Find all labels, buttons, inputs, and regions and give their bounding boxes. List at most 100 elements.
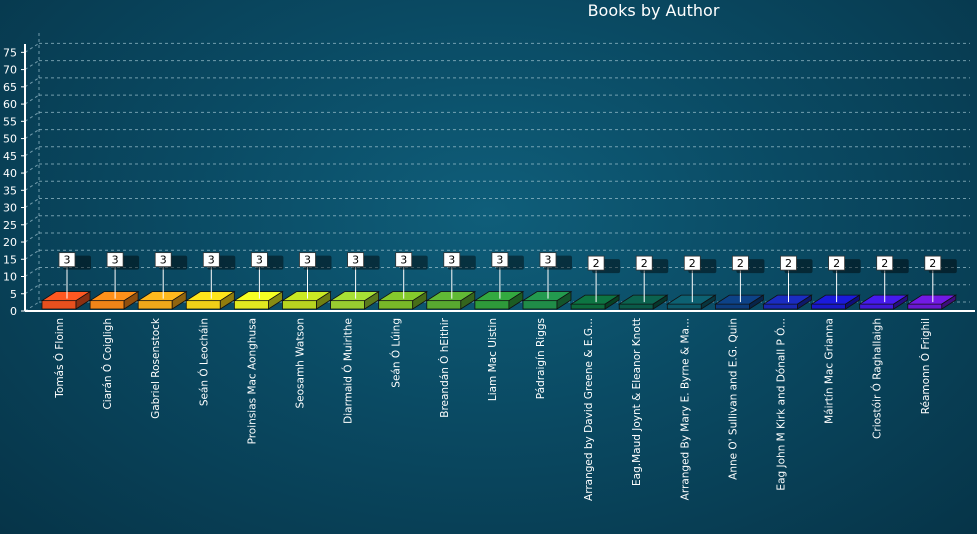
bar: [858, 294, 910, 310]
gridline-diagonal: [24, 77, 40, 88]
y-tick-label: 60: [3, 98, 17, 111]
data-label: 3: [352, 254, 359, 267]
y-tick-label: 65: [3, 81, 17, 94]
bar-front: [185, 300, 221, 310]
data-label-box: [58, 252, 76, 268]
bar: [473, 290, 525, 310]
data-label: 3: [496, 254, 503, 267]
y-tick-label: 0: [10, 305, 17, 318]
gridline-diagonal: [24, 94, 40, 105]
data-label-box: [202, 252, 220, 268]
bar: [184, 290, 236, 310]
bar: [906, 294, 958, 310]
gridline-diagonal: [24, 60, 40, 71]
gridline-diagonal: [24, 249, 40, 260]
y-tick-label: 20: [3, 236, 17, 249]
data-label: 3: [160, 254, 167, 267]
y-tick-label: 10: [3, 271, 17, 284]
data-label-box: [876, 255, 894, 271]
bar-side: [267, 290, 283, 310]
gridline-diagonal: [24, 180, 40, 191]
data-label: 3: [256, 254, 263, 267]
bar: [329, 290, 380, 310]
bar-side: [556, 290, 572, 310]
data-label: 2: [737, 257, 744, 270]
data-label: 2: [689, 257, 696, 270]
data-label-box: [250, 252, 268, 268]
y-tick-label: 5: [10, 288, 17, 301]
bar-side: [652, 294, 668, 310]
bar-front: [907, 303, 943, 310]
bar: [810, 294, 861, 310]
data-label: 3: [448, 254, 455, 267]
gridline-diagonal: [24, 111, 40, 122]
x-tick-label: Arranged by David Greene & E.G...: [583, 318, 595, 501]
bar: [521, 290, 573, 310]
data-label: 2: [593, 257, 600, 270]
bar-front: [89, 300, 125, 310]
bar-front: [330, 300, 366, 310]
x-tick-label: Eag John M Kirk and Dónall P Ó...: [775, 318, 788, 491]
bar-front: [426, 300, 462, 310]
x-tick-label: Ciarán Ó Coigligh: [101, 318, 114, 410]
data-label-box: [780, 255, 797, 271]
y-tick-label: 30: [3, 202, 17, 215]
bar: [88, 290, 140, 310]
bar-side: [604, 294, 620, 310]
bar: [233, 290, 284, 310]
x-tick-label: Arranged By Mary E. Byrne & Ma...: [679, 318, 691, 500]
x-tick-label: Seán Ó Leocháin: [197, 318, 210, 406]
bar-side: [508, 290, 524, 310]
x-tick-label: Proinsias Mac Aonghusa: [246, 318, 258, 444]
y-tick-label: 55: [3, 115, 17, 128]
gridline-diagonal: [24, 163, 40, 174]
gridline-diagonal: [24, 198, 40, 208]
x-tick-label: Criostóir Ó Raghallaigh: [871, 318, 884, 439]
bar: [425, 290, 477, 310]
bar-side: [75, 290, 91, 310]
x-tick-label: Anne O' Sullivan and E.G. Quin: [727, 318, 739, 480]
x-tick-label: Breandán Ó hEithir: [438, 317, 451, 417]
bar-front: [522, 300, 558, 310]
x-tick-label: Liam Mac Uistin: [487, 318, 499, 401]
y-tick-label: 75: [3, 46, 17, 59]
data-label-box: [539, 252, 557, 268]
data-label-box: [732, 255, 749, 271]
bar-front: [666, 303, 702, 310]
y-tick-label: 40: [3, 167, 17, 180]
bar-front: [282, 300, 317, 310]
bar-front: [859, 303, 895, 310]
bar: [762, 294, 813, 310]
gridline-diagonal: [24, 301, 40, 312]
bar-front: [137, 300, 173, 310]
data-label-box: [154, 252, 172, 268]
data-label-box: [635, 255, 653, 271]
bar: [665, 294, 717, 310]
data-label: 2: [929, 257, 936, 270]
grid-lines: [24, 42, 970, 312]
data-label-box: [106, 252, 124, 268]
x-tick-label: Pádraigín Riggs: [535, 318, 547, 399]
data-label-box: [828, 255, 845, 271]
data-label-box: [347, 252, 365, 268]
bar: [281, 290, 332, 310]
data-label: 2: [881, 257, 888, 270]
data-label-box: [491, 252, 509, 268]
bar: [136, 290, 188, 310]
y-tick-label: 35: [3, 184, 17, 197]
data-label-box: [299, 252, 316, 268]
bar-side: [941, 294, 957, 310]
x-tick-label: Tomás Ó Floinn: [53, 318, 66, 399]
bar-side: [171, 290, 187, 310]
gridline-diagonal: [24, 232, 40, 243]
bar-side: [412, 290, 428, 310]
data-label-box: [924, 255, 942, 271]
data-label: 3: [112, 254, 119, 267]
data-label: 3: [400, 254, 407, 267]
y-tick-label: 45: [3, 150, 17, 163]
data-label: 3: [545, 254, 552, 267]
data-label-box: [443, 252, 461, 268]
data-label-box: [587, 255, 605, 271]
